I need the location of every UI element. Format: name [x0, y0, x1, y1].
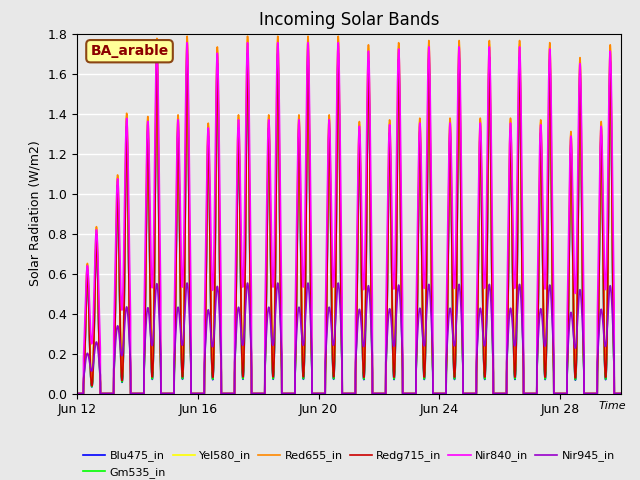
- Yel580_in: [218, 391, 226, 396]
- Yel580_in: [608, 159, 616, 165]
- Nir840_in: [73, 391, 81, 396]
- Redg715_in: [218, 391, 226, 396]
- Nir945_in: [218, 391, 226, 396]
- Nir840_in: [608, 113, 616, 119]
- Blu475_in: [502, 391, 510, 396]
- Nir945_in: [413, 331, 421, 336]
- Red655_in: [406, 391, 413, 396]
- Legend: Blu475_in, Gm535_in, Yel580_in, Red655_in, Redg715_in, Nir840_in, Nir945_in: Blu475_in, Gm535_in, Yel580_in, Red655_i…: [78, 446, 620, 480]
- Gm535_in: [502, 391, 510, 396]
- Blu475_in: [183, 57, 191, 62]
- Nir945_in: [334, 280, 342, 286]
- Blu475_in: [104, 391, 112, 396]
- Gm535_in: [218, 391, 226, 396]
- Nir840_in: [617, 391, 625, 396]
- Red655_in: [73, 391, 81, 396]
- Gm535_in: [104, 391, 112, 396]
- Yel580_in: [502, 391, 510, 396]
- Red655_in: [104, 391, 112, 396]
- Redg715_in: [413, 283, 421, 289]
- Redg715_in: [73, 391, 81, 396]
- Line: Nir840_in: Nir840_in: [77, 43, 621, 394]
- Nir840_in: [502, 391, 510, 396]
- Line: Yel580_in: Yel580_in: [77, 39, 621, 394]
- Nir840_in: [413, 216, 421, 222]
- Y-axis label: Solar Radiation (W/m2): Solar Radiation (W/m2): [29, 141, 42, 287]
- Nir945_in: [617, 391, 625, 396]
- Nir945_in: [502, 391, 510, 396]
- Title: Incoming Solar Bands: Incoming Solar Bands: [259, 11, 439, 29]
- Blu475_in: [413, 288, 421, 294]
- Gm535_in: [406, 391, 413, 396]
- Blu475_in: [73, 391, 81, 396]
- Yel580_in: [413, 272, 421, 277]
- Text: Time: Time: [598, 401, 626, 411]
- Red655_in: [218, 391, 226, 396]
- Line: Blu475_in: Blu475_in: [77, 60, 621, 394]
- Text: BA_arable: BA_arable: [90, 44, 169, 58]
- Red655_in: [413, 264, 421, 270]
- Gm535_in: [617, 391, 625, 396]
- Line: Nir945_in: Nir945_in: [77, 283, 621, 394]
- Blu475_in: [218, 391, 226, 396]
- Nir840_in: [406, 391, 413, 396]
- Yel580_in: [73, 391, 81, 396]
- Gm535_in: [413, 285, 421, 290]
- Redg715_in: [617, 391, 625, 396]
- Red655_in: [183, 33, 191, 39]
- Redg715_in: [104, 391, 112, 396]
- Line: Red655_in: Red655_in: [77, 36, 621, 394]
- Blu475_in: [617, 391, 625, 396]
- Yel580_in: [617, 391, 625, 396]
- Gm535_in: [73, 391, 81, 396]
- Redg715_in: [608, 175, 616, 180]
- Nir945_in: [406, 391, 413, 396]
- Nir840_in: [104, 391, 112, 396]
- Red655_in: [502, 391, 510, 396]
- Red655_in: [617, 391, 625, 396]
- Nir840_in: [183, 40, 191, 46]
- Blu475_in: [406, 391, 413, 396]
- Blu475_in: [608, 182, 616, 188]
- Nir945_in: [73, 391, 81, 396]
- Gm535_in: [183, 43, 191, 49]
- Nir945_in: [104, 391, 112, 396]
- Yel580_in: [104, 391, 112, 396]
- Redg715_in: [406, 391, 413, 396]
- Yel580_in: [183, 36, 191, 42]
- Line: Gm535_in: Gm535_in: [77, 46, 621, 394]
- Redg715_in: [183, 50, 191, 56]
- Line: Redg715_in: Redg715_in: [77, 53, 621, 394]
- Nir840_in: [218, 391, 226, 396]
- Nir945_in: [608, 300, 616, 305]
- Red655_in: [608, 151, 616, 157]
- Redg715_in: [502, 391, 510, 396]
- Gm535_in: [608, 174, 616, 180]
- Yel580_in: [406, 391, 413, 396]
